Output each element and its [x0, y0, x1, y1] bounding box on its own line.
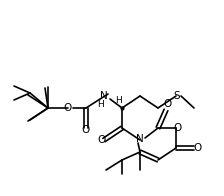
Text: O: O	[174, 123, 182, 133]
Text: O: O	[98, 135, 106, 145]
Text: H: H	[115, 95, 121, 104]
Text: S: S	[174, 91, 180, 101]
Text: O: O	[64, 103, 72, 113]
Text: N: N	[100, 91, 108, 101]
Text: O: O	[164, 99, 172, 109]
Text: O: O	[194, 143, 202, 153]
Text: O: O	[82, 125, 90, 135]
Text: H: H	[97, 100, 103, 109]
Text: N: N	[136, 134, 144, 144]
